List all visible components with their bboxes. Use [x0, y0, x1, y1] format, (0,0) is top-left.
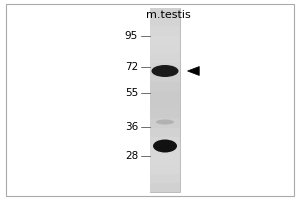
- Bar: [150, 146, 180, 155]
- Ellipse shape: [153, 140, 177, 152]
- Bar: [150, 164, 180, 174]
- Bar: [150, 109, 180, 118]
- Text: 95: 95: [125, 31, 138, 41]
- Text: 55: 55: [125, 88, 138, 98]
- Ellipse shape: [152, 65, 178, 77]
- Text: 72: 72: [125, 62, 138, 72]
- Bar: [150, 17, 180, 26]
- Text: m.testis: m.testis: [146, 10, 190, 20]
- Bar: [150, 82, 180, 91]
- Text: 28: 28: [125, 151, 138, 161]
- Bar: [150, 26, 180, 36]
- Bar: [150, 8, 180, 192]
- Bar: [150, 183, 180, 192]
- Bar: [150, 36, 180, 45]
- Polygon shape: [188, 67, 199, 75]
- Text: 36: 36: [125, 122, 138, 132]
- Ellipse shape: [156, 119, 174, 124]
- Bar: [150, 8, 180, 17]
- Bar: [150, 155, 180, 164]
- Bar: [150, 91, 180, 100]
- Bar: [150, 63, 180, 72]
- Bar: [150, 100, 180, 109]
- Bar: [150, 54, 180, 63]
- Bar: [150, 72, 180, 82]
- Bar: [150, 174, 180, 183]
- Bar: [150, 137, 180, 146]
- Bar: [150, 45, 180, 54]
- Bar: [150, 128, 180, 137]
- Bar: [150, 118, 180, 128]
